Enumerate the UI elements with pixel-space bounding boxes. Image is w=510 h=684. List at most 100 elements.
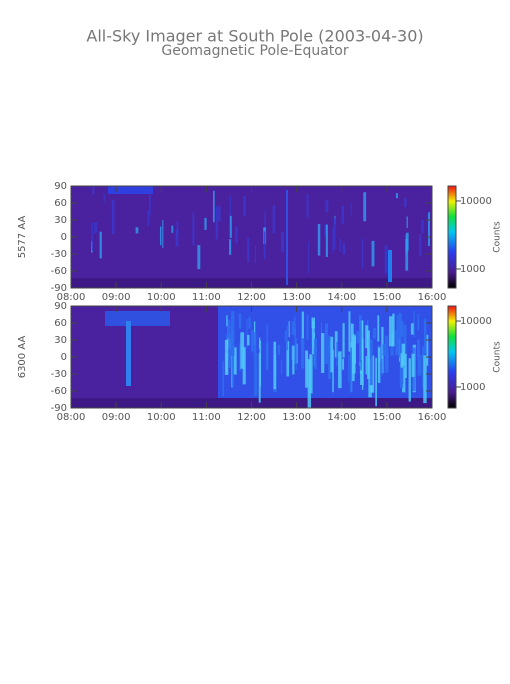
heatmap-streak: [353, 336, 357, 364]
heatmap-streak: [423, 355, 427, 404]
y-tick-label: -90: [51, 283, 67, 294]
x-tick-label: 14:00: [327, 292, 356, 303]
heatmap-streak: [419, 234, 422, 257]
heatmap-streak: [324, 323, 329, 365]
y-tick-label: 60: [54, 198, 67, 209]
heatmap-image: [71, 186, 432, 288]
x-tick-label: 12:00: [237, 412, 266, 423]
heatmap-streak: [231, 348, 234, 387]
heatmap-streak: [341, 206, 345, 224]
heatmap-streak: [350, 202, 352, 215]
heatmap-streak: [301, 311, 304, 339]
y-tick-label: 0: [61, 352, 67, 363]
heatmap-streak: [361, 238, 364, 269]
y-tick-label: -30: [51, 369, 67, 380]
heatmap-streak: [175, 229, 179, 247]
heatmap-streak: [254, 245, 257, 264]
heatmap-streak: [427, 212, 430, 247]
heatmap-streak: [403, 324, 407, 352]
heatmap-streak: [410, 323, 414, 335]
heatmap-streak: [328, 341, 332, 379]
heatmap-streak: [348, 311, 351, 352]
heatmap-streak: [226, 315, 228, 327]
heatmap-streak: [250, 330, 254, 352]
colorbar-label: Counts: [493, 221, 503, 253]
heatmap-streak: [384, 245, 388, 274]
heatmap-streak: [406, 232, 409, 251]
heatmap-streak: [248, 316, 251, 329]
heatmap-streak: [417, 339, 420, 358]
heatmap-streak: [305, 350, 309, 388]
heatmap-streak: [388, 316, 393, 347]
colorbar-tick-label: 1000: [460, 382, 485, 393]
heatmap-streak: [286, 190, 288, 285]
y-tick-label: 60: [54, 318, 67, 329]
heatmap-streak: [350, 323, 354, 348]
heatmap-streak: [291, 321, 295, 335]
heatmap-streak: [225, 353, 228, 373]
chart-title: All-Sky Imager at South Pole (2003-04-30…: [86, 27, 423, 46]
heatmap-streak: [332, 227, 334, 254]
heatmap-streak: [230, 324, 234, 356]
heatmap-streak: [408, 358, 411, 402]
x-tick-label: 16:00: [418, 292, 447, 303]
heatmap-streak: [336, 341, 338, 367]
heatmap-streak: [342, 358, 345, 370]
heatmap-streak: [421, 219, 424, 233]
heatmap-streak: [286, 325, 288, 351]
heatmap-streak: [369, 339, 373, 386]
heatmap-streak: [351, 347, 355, 382]
heatmap-streak: [258, 352, 261, 403]
heatmap-streak: [99, 231, 102, 259]
heatmap-streak: [294, 316, 296, 337]
heatmap-streak: [197, 245, 201, 270]
heatmap-patch: [108, 186, 153, 194]
y-tick-label: 30: [54, 335, 67, 346]
heatmap-patch: [105, 311, 170, 326]
heatmap-streak: [367, 330, 370, 380]
heatmap-streak: [358, 315, 362, 363]
heatmap-streak: [334, 331, 338, 358]
heatmap-streak: [320, 322, 323, 335]
colorbar-tick-label: 10000: [460, 316, 492, 327]
heatmap-streak: [390, 340, 394, 356]
heatmap-streak: [417, 354, 422, 376]
x-tick-label: 13:00: [282, 292, 311, 303]
heatmap-streak: [333, 218, 336, 250]
heatmap-streak: [365, 355, 368, 375]
heatmap-streak: [92, 186, 95, 195]
heatmap-streak: [342, 323, 345, 358]
x-tick-label: 15:00: [372, 292, 401, 303]
heatmap-streak: [388, 250, 392, 282]
heatmap-streak: [311, 320, 315, 355]
heatmap-streak: [342, 243, 346, 255]
heatmap-streak: [263, 231, 266, 259]
heatmap-streak: [204, 217, 207, 230]
heatmap-streak: [392, 313, 395, 347]
y-axis-label: 5577 AA: [17, 216, 28, 259]
heatmap-streak: [406, 216, 408, 228]
heatmap-streak: [273, 341, 277, 390]
chart-subtitle: Geomagnetic Pole-Equator: [161, 43, 348, 59]
heatmap-streak: [222, 360, 225, 397]
heatmap-streak: [413, 311, 415, 337]
x-tick-label: 13:00: [282, 412, 311, 423]
heatmap-streak: [159, 226, 162, 246]
heatmap-streak: [242, 347, 246, 385]
heatmap-streak: [400, 320, 404, 337]
heatmap-streak: [272, 205, 276, 234]
heatmap-streak: [284, 330, 287, 341]
y-tick-label: -60: [51, 386, 67, 397]
heatmap-streak: [229, 239, 232, 255]
colorbar: [447, 185, 457, 289]
heatmap-streak: [325, 200, 329, 213]
heatmap-streak: [258, 337, 261, 349]
heatmap-streak: [339, 238, 341, 252]
heatmap-streak: [395, 330, 399, 356]
heatmap-streak: [238, 313, 242, 329]
heatmap-streak: [377, 315, 380, 342]
heatmap-streak: [377, 347, 381, 383]
x-tick-label: 11:00: [192, 292, 221, 303]
y-tick-label: 90: [54, 181, 67, 192]
